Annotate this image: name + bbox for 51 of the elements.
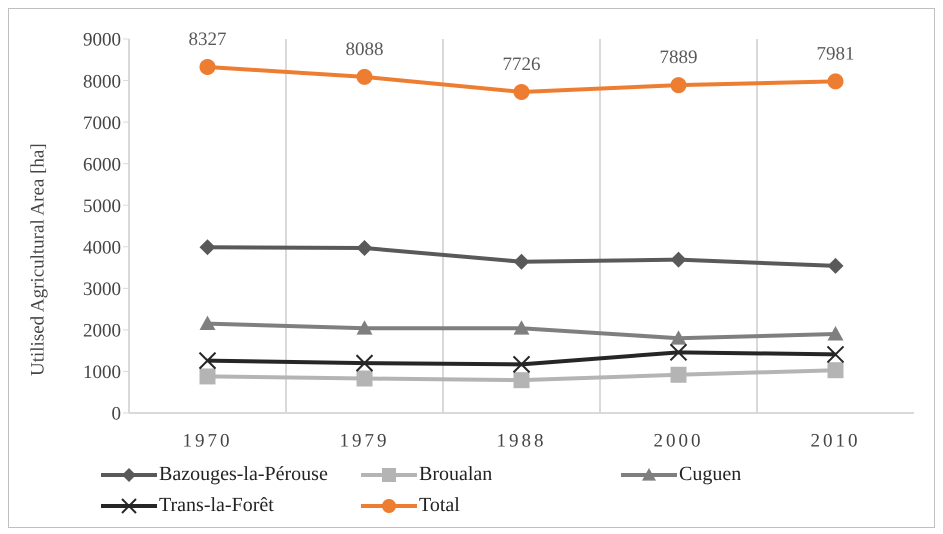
point — [514, 320, 530, 335]
point — [200, 58, 216, 75]
point — [200, 368, 216, 384]
y-tick-label: 6000 — [83, 154, 121, 176]
point — [512, 355, 530, 374]
y-tick-label: 9000 — [83, 30, 121, 51]
legend-label: Cuguen — [679, 463, 742, 486]
point — [200, 239, 216, 256]
point — [356, 370, 372, 387]
legend-label: Trans-la-Forêt — [159, 494, 274, 517]
legend-label: Bazouges-la-Pérouse — [159, 463, 328, 486]
point — [670, 366, 686, 383]
point — [670, 330, 686, 345]
y-tick-label: 4000 — [83, 238, 121, 259]
y-tick-label: 3000 — [83, 279, 121, 300]
data-label: 7981 — [816, 43, 854, 64]
point — [670, 77, 686, 94]
point — [828, 362, 844, 378]
x-tick-label: 1970 — [182, 430, 232, 452]
data-label: 7889 — [660, 47, 698, 68]
point — [670, 252, 686, 268]
data-label: 8088 — [346, 38, 384, 60]
y-tick-label: 7000 — [83, 112, 121, 134]
x-tick-label: 2010 — [810, 430, 860, 452]
point — [828, 258, 844, 274]
x-tick-label: 1988 — [496, 430, 546, 452]
y-tick-label: 2000 — [83, 320, 121, 342]
data-label: 7726 — [502, 54, 540, 75]
data-label: 8327 — [188, 28, 226, 50]
y-tick-label: 1000 — [83, 362, 121, 384]
legend-label: Total — [419, 494, 460, 517]
point — [514, 372, 530, 388]
x-tick-label: 1979 — [340, 430, 390, 452]
point — [828, 73, 844, 90]
y-tick-label: 0 — [112, 404, 121, 425]
point — [200, 316, 216, 330]
y-tick-label: 5000 — [83, 196, 121, 217]
point — [356, 354, 374, 372]
point — [826, 345, 844, 364]
point — [356, 68, 372, 85]
x-tick-label: 2000 — [654, 430, 704, 452]
y-axis-title: Utilised Agricultural Area [ha] — [28, 143, 49, 376]
point — [198, 352, 216, 370]
point — [670, 343, 688, 362]
point — [356, 240, 372, 256]
point — [514, 84, 530, 100]
y-tick-label: 8000 — [83, 71, 121, 92]
point — [828, 326, 844, 340]
legend-label: Broualan — [419, 463, 492, 486]
point — [514, 254, 530, 270]
point — [356, 320, 372, 335]
